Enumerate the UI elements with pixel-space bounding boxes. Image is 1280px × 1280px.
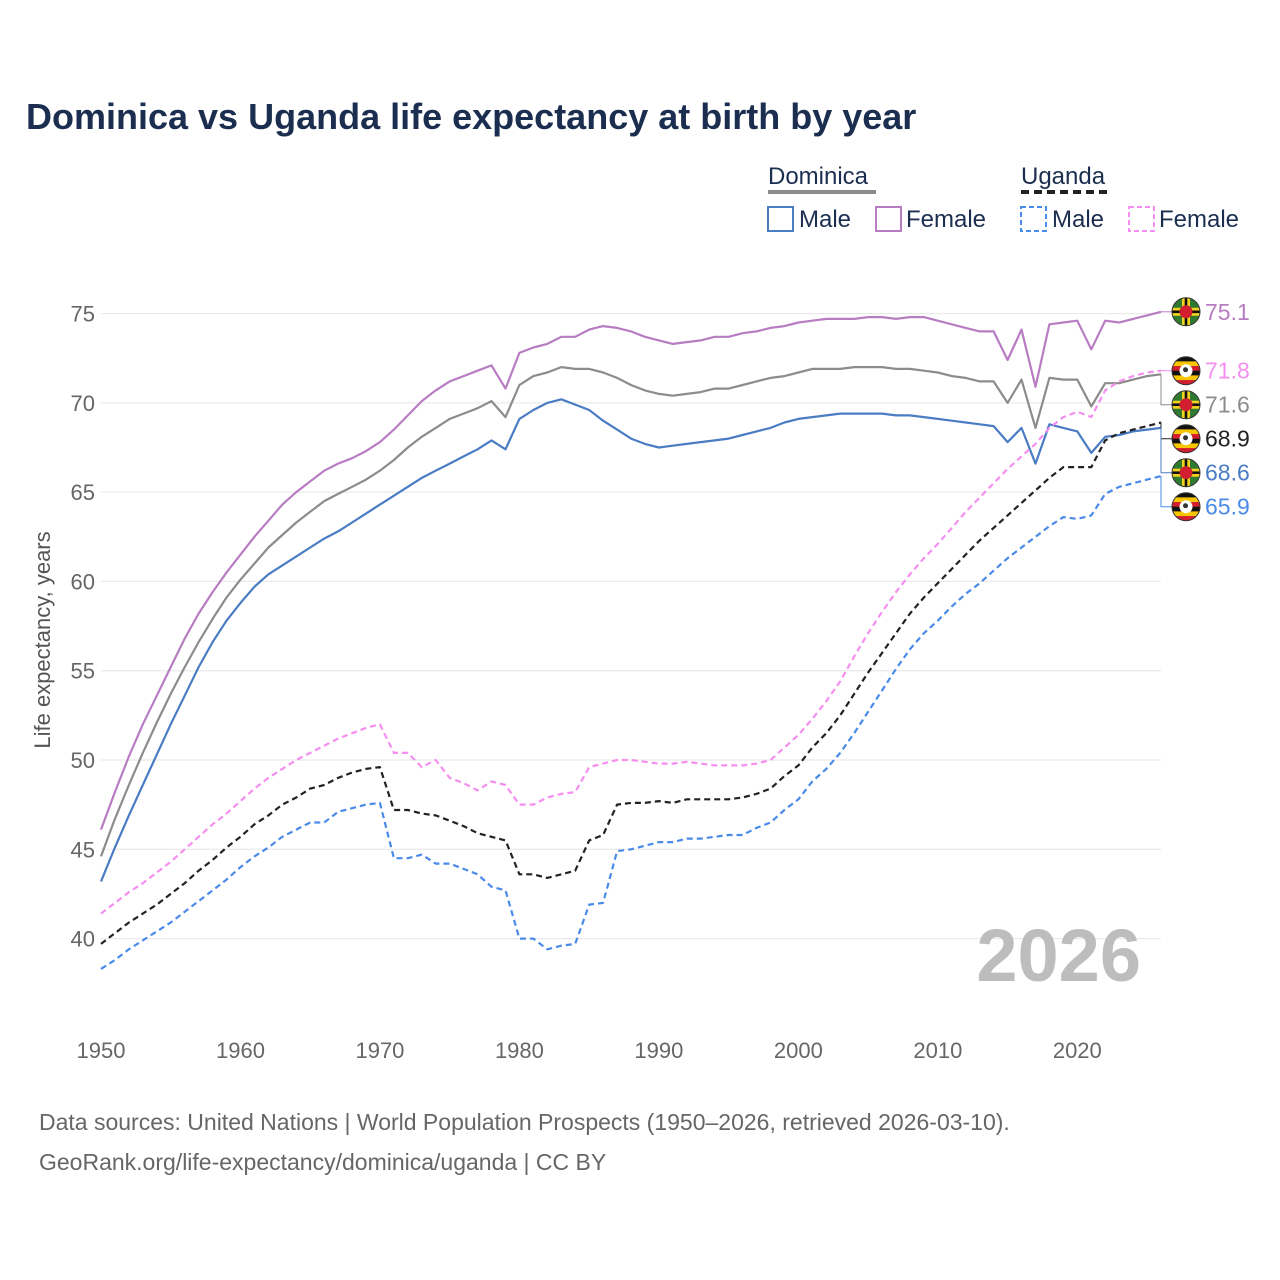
x-tick-label: 1970 <box>355 1038 404 1063</box>
end-label-connectors <box>1160 311 1172 508</box>
end-label-connector <box>1160 422 1172 440</box>
series-line <box>100 475 1162 970</box>
end-label-connector <box>1160 374 1172 406</box>
dominica-flag-icon <box>1171 390 1201 420</box>
y-tick-label: 65 <box>71 480 95 505</box>
legend-uganda-female-swatch <box>1128 206 1155 232</box>
uganda-flag-icon <box>1171 356 1201 386</box>
y-tick-label: 75 <box>71 302 95 327</box>
legend-dominica-female-label: Female <box>906 206 986 233</box>
legend-uganda-male-swatch <box>1020 206 1047 232</box>
x-tick-label: 2020 <box>1053 1038 1102 1063</box>
end-value-label: 65.9 <box>1205 494 1250 520</box>
y-tick-label: 60 <box>71 569 95 594</box>
end-labels: 75.1 71.8 71.6 68.9 68.6 65.9 <box>1171 297 1250 522</box>
end-label-connector <box>1160 476 1172 508</box>
legend-uganda-male-label: Male <box>1052 206 1104 233</box>
x-axis-ticks: 1950 1960 1970 1980 1990 2000 2010 2020 <box>77 1038 1102 1063</box>
y-tick-label: 40 <box>71 927 95 952</box>
x-tick-label: 1950 <box>77 1038 126 1063</box>
y-axis-ticks: 40 45 50 55 60 65 70 75 <box>71 302 95 952</box>
dominica-flag-icon <box>1171 297 1201 327</box>
legend-uganda-female-label: Female <box>1159 206 1239 233</box>
y-tick-label: 55 <box>71 659 95 684</box>
x-tick-label: 1960 <box>216 1038 265 1063</box>
legend-dominica-male-label: Male <box>799 206 851 233</box>
legend-group-dominica: Dominica <box>768 163 869 190</box>
end-value-label: 75.1 <box>1205 299 1250 325</box>
end-value-label: 68.9 <box>1205 426 1250 452</box>
end-value-label: 68.6 <box>1205 460 1250 486</box>
series-line <box>99 398 1162 882</box>
legend-dominica-male-swatch <box>767 206 794 232</box>
legend: Dominica Male Female Uganda Male Female <box>767 163 1239 233</box>
chart-title: Dominica vs Uganda life expectancy at bi… <box>26 96 916 137</box>
series-lines <box>99 310 1162 970</box>
series-line <box>99 310 1162 830</box>
end-label-connector <box>1160 427 1172 474</box>
y-axis-label: Life expectancy, years <box>30 531 55 748</box>
legend-group-uganda: Uganda <box>1021 163 1106 190</box>
y-tick-label: 70 <box>71 391 95 416</box>
dominica-flag-icon <box>1171 458 1201 488</box>
uganda-flag-icon <box>1171 492 1201 522</box>
end-value-label: 71.8 <box>1205 358 1250 384</box>
x-tick-label: 1980 <box>495 1038 544 1063</box>
series-line <box>100 421 1162 945</box>
source-line-2: GeoRank.org/life-expectancy/dominica/uga… <box>39 1149 606 1175</box>
x-tick-label: 2010 <box>913 1038 962 1063</box>
y-tick-label: 50 <box>71 748 95 773</box>
source-line-1: Data sources: United Nations | World Pop… <box>39 1109 1010 1135</box>
series-line <box>99 366 1162 857</box>
x-tick-label: 1990 <box>634 1038 683 1063</box>
series-line <box>100 369 1162 915</box>
year-watermark: 2026 <box>976 914 1141 997</box>
uganda-flag-icon <box>1171 424 1201 454</box>
x-tick-label: 2000 <box>774 1038 823 1063</box>
y-tick-label: 45 <box>71 837 95 862</box>
end-value-label: 71.6 <box>1205 392 1250 418</box>
gridlines <box>101 313 1161 940</box>
legend-dominica-female-swatch <box>875 206 902 232</box>
